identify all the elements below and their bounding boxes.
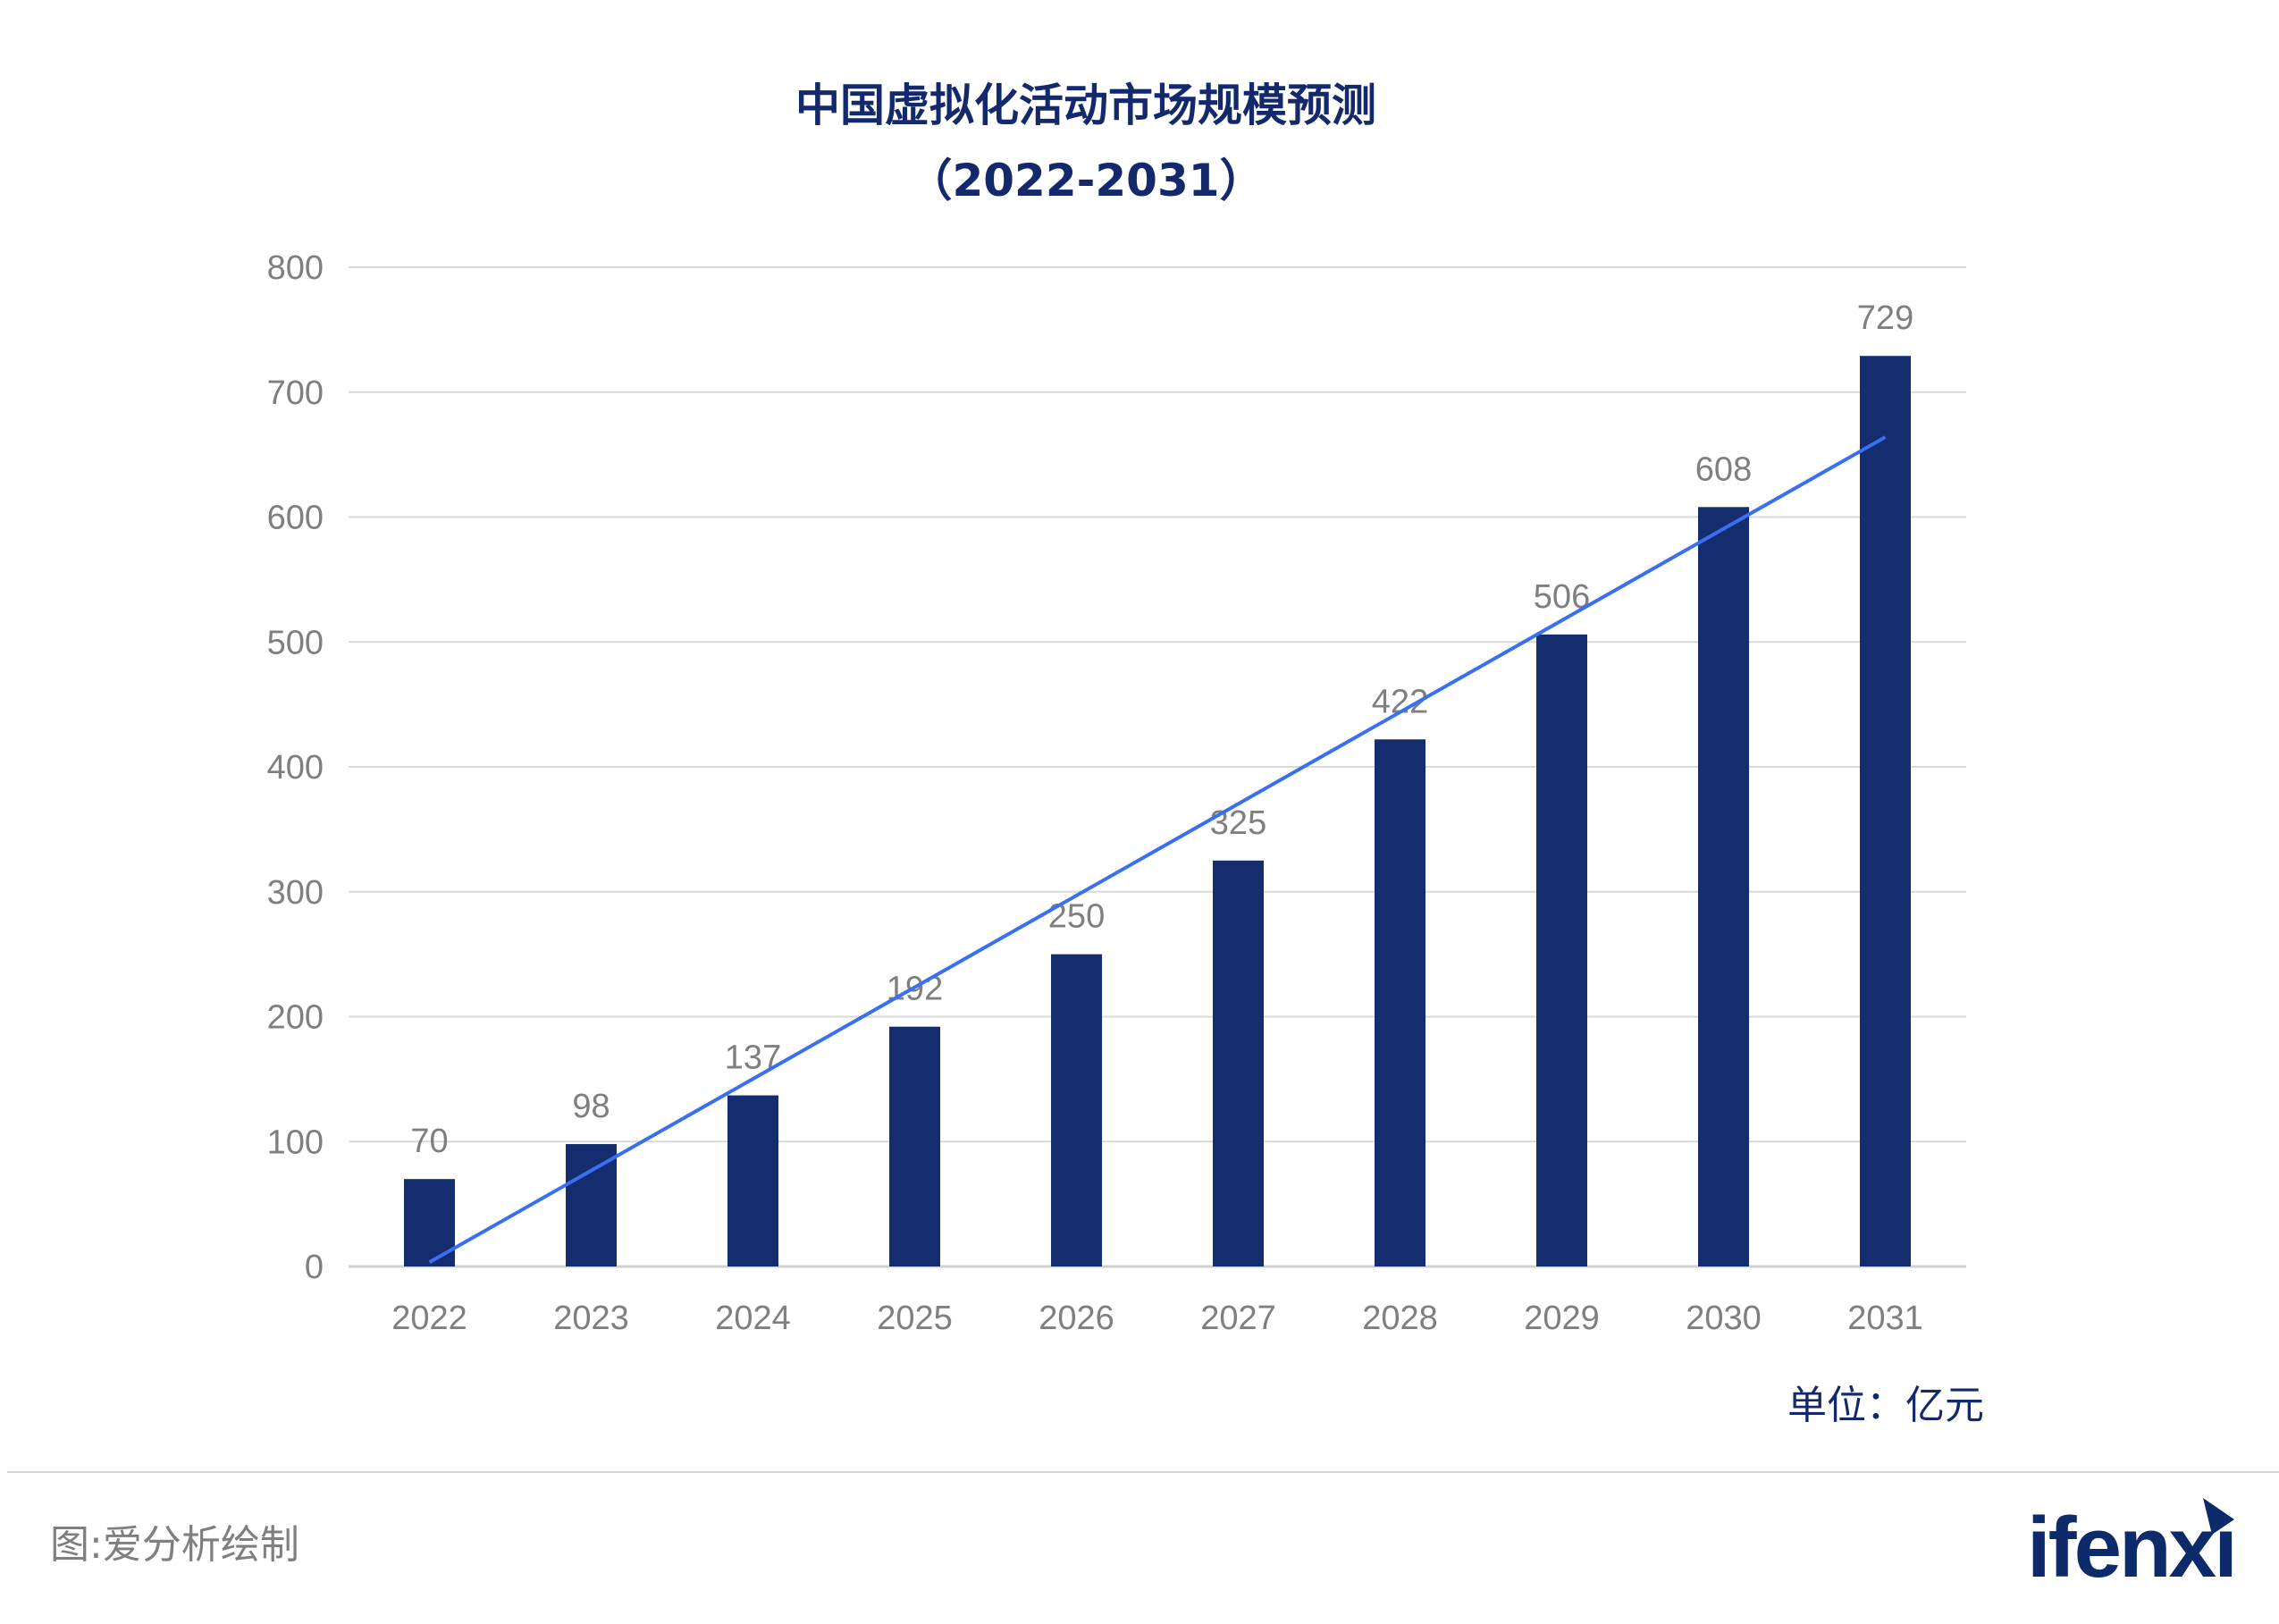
data-label: 325 — [1210, 804, 1266, 842]
trendline — [428, 435, 1887, 1264]
x-tick-label: 2027 — [1200, 1300, 1276, 1337]
y-tick-label: 700 — [267, 374, 324, 412]
x-tick-label: 2029 — [1524, 1300, 1600, 1337]
data-label: 98 — [572, 1088, 610, 1125]
ifenxi-logo: ifenxı — [2020, 1494, 2243, 1593]
x-tick-label: 2025 — [877, 1300, 953, 1337]
bar — [1213, 860, 1264, 1266]
bar-chart: 0 100 200 300 400 500 600 700 800 70 2022 98 2023 137… — [267, 249, 1966, 1337]
y-tick-label: 400 — [267, 749, 324, 787]
y-tick-label: 100 — [267, 1123, 324, 1161]
y-tick-label: 500 — [267, 624, 324, 661]
unit-label: 单位：亿元 — [1787, 1383, 1984, 1428]
data-label: 70 — [410, 1123, 448, 1160]
x-tick-label: 2023 — [553, 1300, 629, 1337]
data-label: 137 — [725, 1039, 781, 1077]
bar — [727, 1095, 778, 1266]
bar — [1860, 356, 1911, 1266]
chart-title: 中国虚拟化活动市场规模预测 — [795, 80, 1376, 131]
bar — [1375, 739, 1425, 1266]
chart-subtitle: （2022-2031） — [907, 155, 1265, 206]
x-tick-label: 2030 — [1686, 1300, 1762, 1337]
bar — [889, 1026, 940, 1266]
x-tick-label: 2028 — [1362, 1300, 1438, 1337]
source-note: 图:爱分析绘制 — [50, 1522, 299, 1568]
data-label: 250 — [1048, 898, 1105, 936]
bar — [1536, 634, 1587, 1266]
y-tick-label: 800 — [267, 249, 324, 287]
bar — [1698, 507, 1749, 1266]
x-tick-label: 2031 — [1847, 1300, 1923, 1337]
y-tick-label: 0 — [305, 1249, 324, 1286]
bar — [566, 1144, 617, 1266]
data-label: 729 — [1857, 299, 1913, 337]
data-label: 608 — [1695, 450, 1752, 488]
x-tick-label: 2022 — [391, 1300, 467, 1337]
logo-arrow-icon — [2203, 1498, 2234, 1535]
x-tick-label: 2026 — [1039, 1300, 1114, 1337]
x-tick-label: 2024 — [715, 1300, 791, 1337]
footer-divider — [7, 1471, 2279, 1473]
y-tick-label: 300 — [267, 874, 324, 912]
bar — [1051, 954, 1102, 1266]
y-tick-label: 200 — [267, 999, 324, 1037]
y-tick-label: 600 — [267, 500, 324, 537]
